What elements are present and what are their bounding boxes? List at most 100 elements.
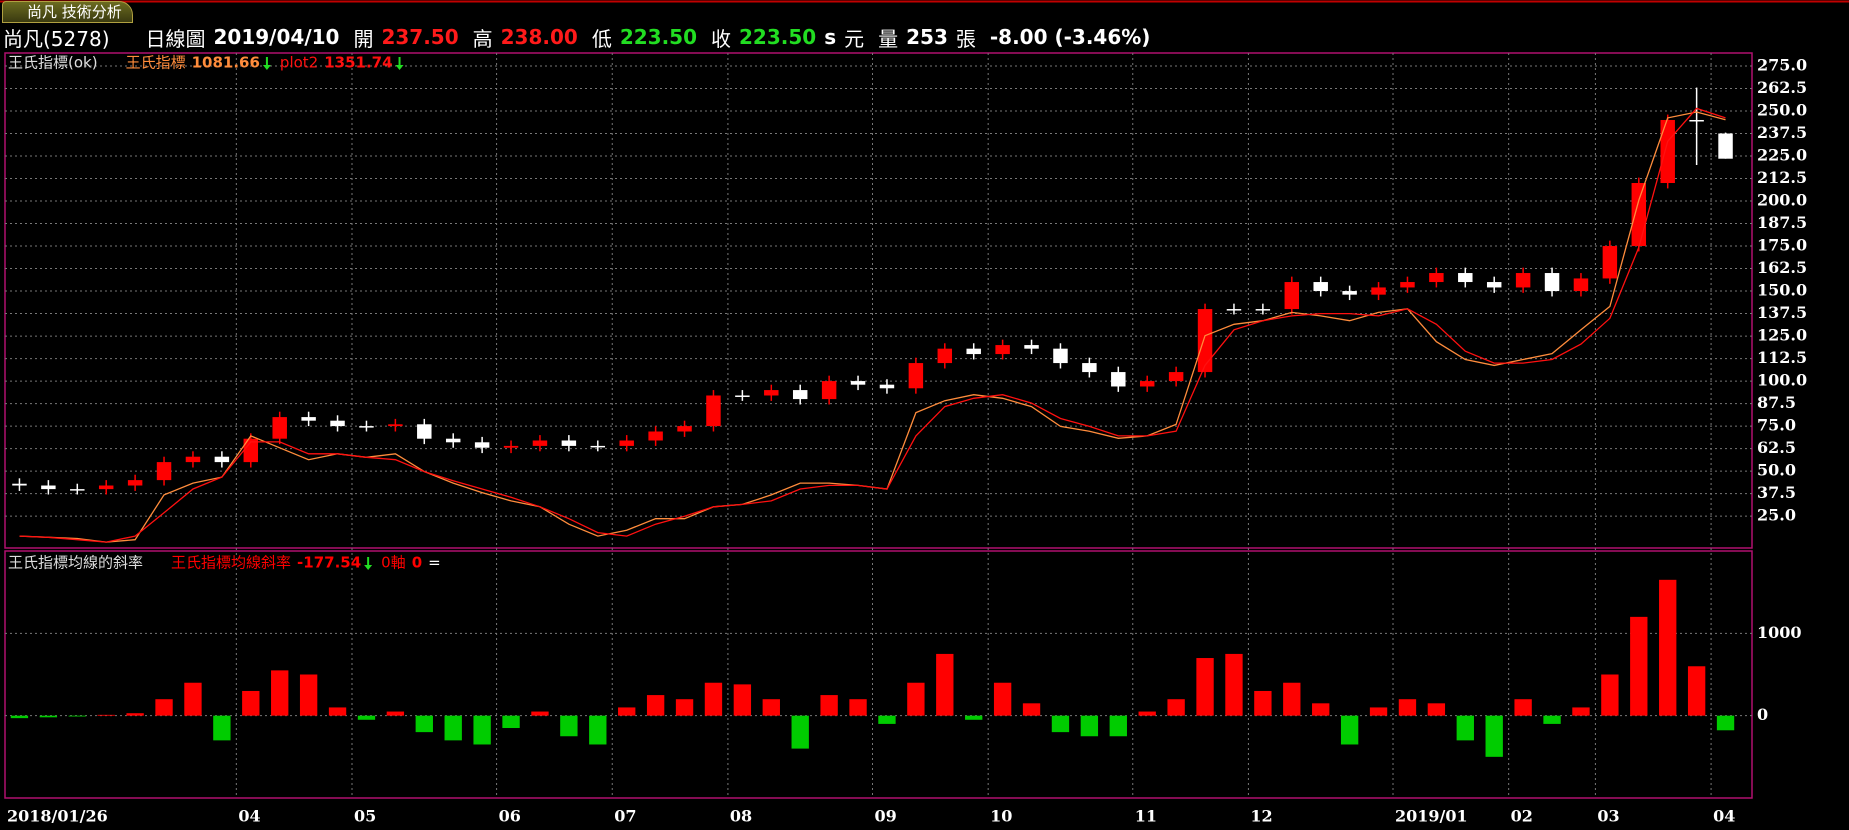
unit: 元 bbox=[844, 26, 865, 51]
candle-body bbox=[12, 483, 27, 486]
candle-body bbox=[127, 480, 143, 486]
bar bbox=[1659, 579, 1677, 716]
candle-body bbox=[417, 424, 432, 439]
bar bbox=[97, 714, 115, 716]
bar bbox=[299, 674, 318, 716]
y-tick-label: 150.0 bbox=[1757, 281, 1807, 300]
legend-name: 王氏指標 bbox=[126, 54, 186, 72]
x-tick-label: 05 bbox=[354, 807, 376, 826]
candle-body bbox=[1284, 282, 1300, 310]
bar bbox=[1225, 653, 1243, 716]
y-tick-label: 250.0 bbox=[1757, 100, 1807, 119]
bar bbox=[993, 682, 1012, 716]
change: -8.00 (-3.46%) bbox=[989, 25, 1151, 49]
bar bbox=[1543, 715, 1561, 724]
close-label: 收 bbox=[711, 26, 732, 51]
bar bbox=[1340, 715, 1359, 745]
y-tick-label: 275.0 bbox=[1757, 55, 1807, 74]
candle-body bbox=[503, 445, 519, 448]
x-tick-label: 12 bbox=[1250, 807, 1272, 826]
bar bbox=[1716, 715, 1735, 731]
candle-body bbox=[243, 438, 259, 463]
y-tick-label: 237.5 bbox=[1757, 123, 1807, 142]
y-tick-label: 62.5 bbox=[1757, 438, 1796, 457]
y-tick-label: 25.0 bbox=[1757, 506, 1796, 525]
bar bbox=[1427, 703, 1446, 716]
open: 237.50 bbox=[381, 25, 459, 49]
bar bbox=[1167, 699, 1185, 716]
bar bbox=[1283, 682, 1301, 716]
candle-body bbox=[590, 445, 606, 448]
candle-body bbox=[879, 384, 895, 389]
bar bbox=[155, 699, 173, 716]
period: 日線圖 bbox=[145, 26, 206, 51]
candle-body bbox=[1053, 348, 1068, 364]
bar bbox=[820, 695, 838, 716]
y-tick-label: 75.0 bbox=[1757, 416, 1796, 435]
bar bbox=[386, 711, 405, 716]
bar bbox=[1601, 674, 1619, 716]
bar bbox=[68, 715, 86, 717]
y-tick-label: 125.0 bbox=[1757, 326, 1807, 345]
candle-body bbox=[1226, 309, 1242, 311]
bar bbox=[560, 715, 578, 737]
bar bbox=[936, 653, 954, 716]
bar bbox=[704, 682, 723, 716]
trend-arrow bbox=[364, 557, 373, 570]
y-tick-label: 87.5 bbox=[1757, 393, 1796, 412]
bar bbox=[1398, 699, 1417, 716]
candle-body bbox=[619, 440, 634, 446]
x-tick-label: 2018/01/26 bbox=[7, 807, 108, 826]
candle-body bbox=[1573, 278, 1589, 292]
x-tick-label: 03 bbox=[1597, 807, 1619, 826]
x-tick-label: 04 bbox=[238, 807, 260, 826]
volume-unit: 張 bbox=[955, 26, 976, 51]
bar bbox=[965, 715, 983, 720]
sub-panel bbox=[4, 550, 1753, 799]
candle-body bbox=[1602, 246, 1618, 279]
bar bbox=[531, 711, 549, 716]
bar bbox=[1369, 707, 1388, 716]
candle-body bbox=[1342, 291, 1357, 295]
candle-body bbox=[1139, 381, 1155, 387]
candle-body bbox=[1313, 282, 1328, 292]
bar bbox=[357, 715, 376, 720]
bar bbox=[907, 682, 925, 716]
bar bbox=[1485, 715, 1503, 757]
indicator-line bbox=[19, 111, 1726, 543]
legend-value: -177.54 bbox=[297, 554, 361, 572]
candle-body bbox=[1544, 273, 1560, 292]
x-tick-label: 07 bbox=[614, 807, 636, 826]
bar bbox=[1080, 715, 1099, 737]
trend-arrow bbox=[395, 57, 404, 70]
volume: 253 bbox=[906, 25, 948, 49]
x-tick-label: 11 bbox=[1135, 807, 1157, 826]
candle-body bbox=[764, 390, 779, 396]
x-tick-label: 10 bbox=[990, 807, 1012, 826]
bar bbox=[675, 699, 694, 716]
panel-title: 王氏指標(ok) bbox=[8, 54, 98, 72]
bar bbox=[1630, 616, 1648, 716]
y-tick-label: 212.5 bbox=[1757, 168, 1807, 187]
candle-body bbox=[445, 438, 461, 443]
close: 223.50 bbox=[739, 25, 817, 49]
header: 尚凡(5278) 日線圖 2019/04/10 開 237.50 高 238.0… bbox=[3, 24, 1158, 51]
low: 223.50 bbox=[619, 25, 698, 49]
x-tick-label: 04 bbox=[1713, 807, 1735, 826]
candle-body bbox=[1689, 119, 1704, 122]
candle-body bbox=[388, 424, 403, 427]
y-tick-label: 200.0 bbox=[1757, 191, 1807, 210]
tab[interactable]: 尚凡 技術分析 bbox=[2, 1, 133, 23]
candle-body bbox=[648, 431, 663, 441]
trend-arrow bbox=[262, 57, 271, 70]
bar bbox=[1312, 703, 1330, 716]
y-tick-label: 112.5 bbox=[1757, 348, 1807, 367]
y-tick-label: 100.0 bbox=[1757, 371, 1807, 390]
bar bbox=[1051, 715, 1070, 733]
bar bbox=[1022, 703, 1041, 716]
legend-name: 0軸 bbox=[381, 554, 406, 572]
bar bbox=[618, 707, 636, 716]
candle-body bbox=[706, 395, 721, 427]
candle-body bbox=[532, 440, 548, 446]
candle-body bbox=[995, 345, 1010, 355]
